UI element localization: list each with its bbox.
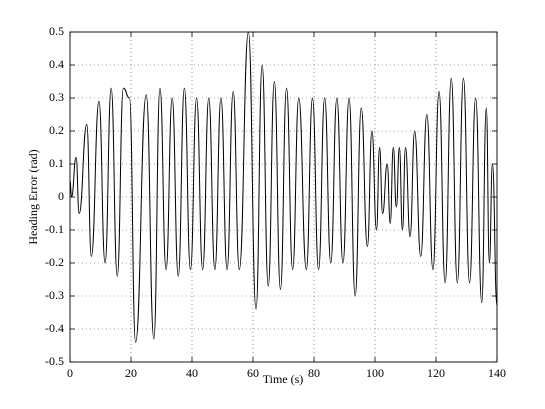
x-tick-label: 80 bbox=[308, 366, 320, 380]
y-tick-label: -0.4 bbox=[45, 321, 64, 335]
y-tick-label: 0 bbox=[58, 189, 64, 203]
x-tick-label: 20 bbox=[125, 366, 137, 380]
x-tick-label: 40 bbox=[186, 366, 198, 380]
y-tick-label: 0.2 bbox=[49, 123, 64, 137]
y-tick-label: -0.3 bbox=[45, 288, 64, 302]
data-line bbox=[69, 31, 498, 343]
y-axis-label: Heading Error (rad) bbox=[26, 149, 40, 244]
x-tick-label: 100 bbox=[366, 366, 384, 380]
x-tick-label: 60 bbox=[247, 366, 259, 380]
y-tick-label: 0.4 bbox=[49, 57, 64, 71]
y-tick-label: -0.2 bbox=[45, 255, 64, 269]
y-tick-label: 0.1 bbox=[49, 156, 64, 170]
x-tick-label: 120 bbox=[427, 366, 445, 380]
plot-frame bbox=[69, 31, 498, 363]
y-tick-label: 0.5 bbox=[49, 24, 64, 38]
y-tick-label: 0.3 bbox=[49, 90, 64, 104]
x-axis-label: Time (s) bbox=[263, 372, 304, 386]
y-tick-label: -0.1 bbox=[45, 222, 64, 236]
y-tick-label: -0.5 bbox=[45, 354, 64, 368]
x-tick-label: 140 bbox=[488, 366, 506, 380]
x-tick-label: 0 bbox=[67, 366, 73, 380]
